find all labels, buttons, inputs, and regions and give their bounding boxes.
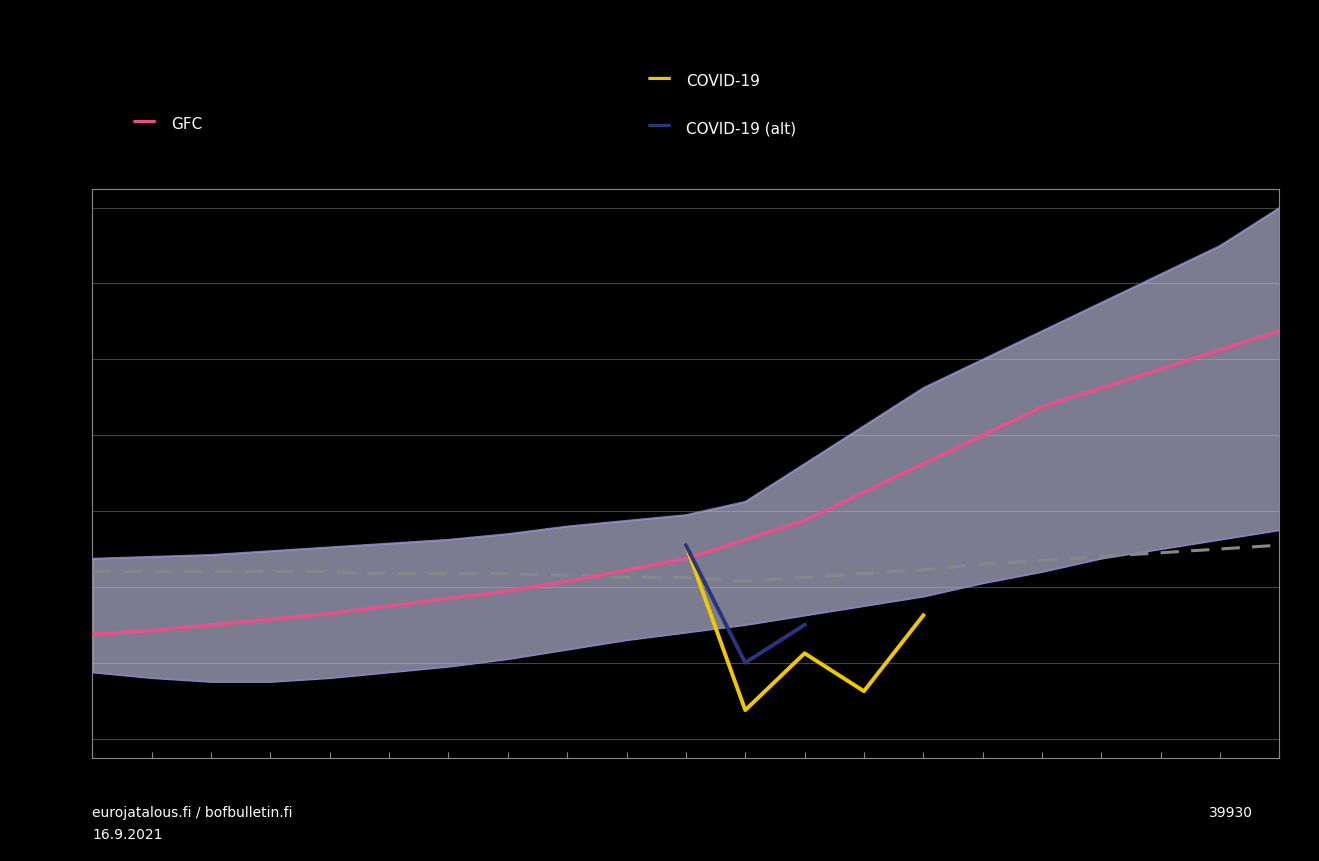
- Text: 16.9.2021: 16.9.2021: [92, 827, 162, 840]
- Text: —: —: [132, 108, 157, 133]
- Text: eurojatalous.fi / bofbulletin.fi: eurojatalous.fi / bofbulletin.fi: [92, 805, 293, 819]
- Text: COVID-19: COVID-19: [686, 74, 760, 90]
- Text: COVID-19 (alt): COVID-19 (alt): [686, 121, 795, 137]
- Text: GFC: GFC: [171, 117, 203, 133]
- Text: 39930: 39930: [1210, 805, 1253, 819]
- Text: —: —: [646, 113, 671, 137]
- Text: —: —: [646, 65, 671, 90]
